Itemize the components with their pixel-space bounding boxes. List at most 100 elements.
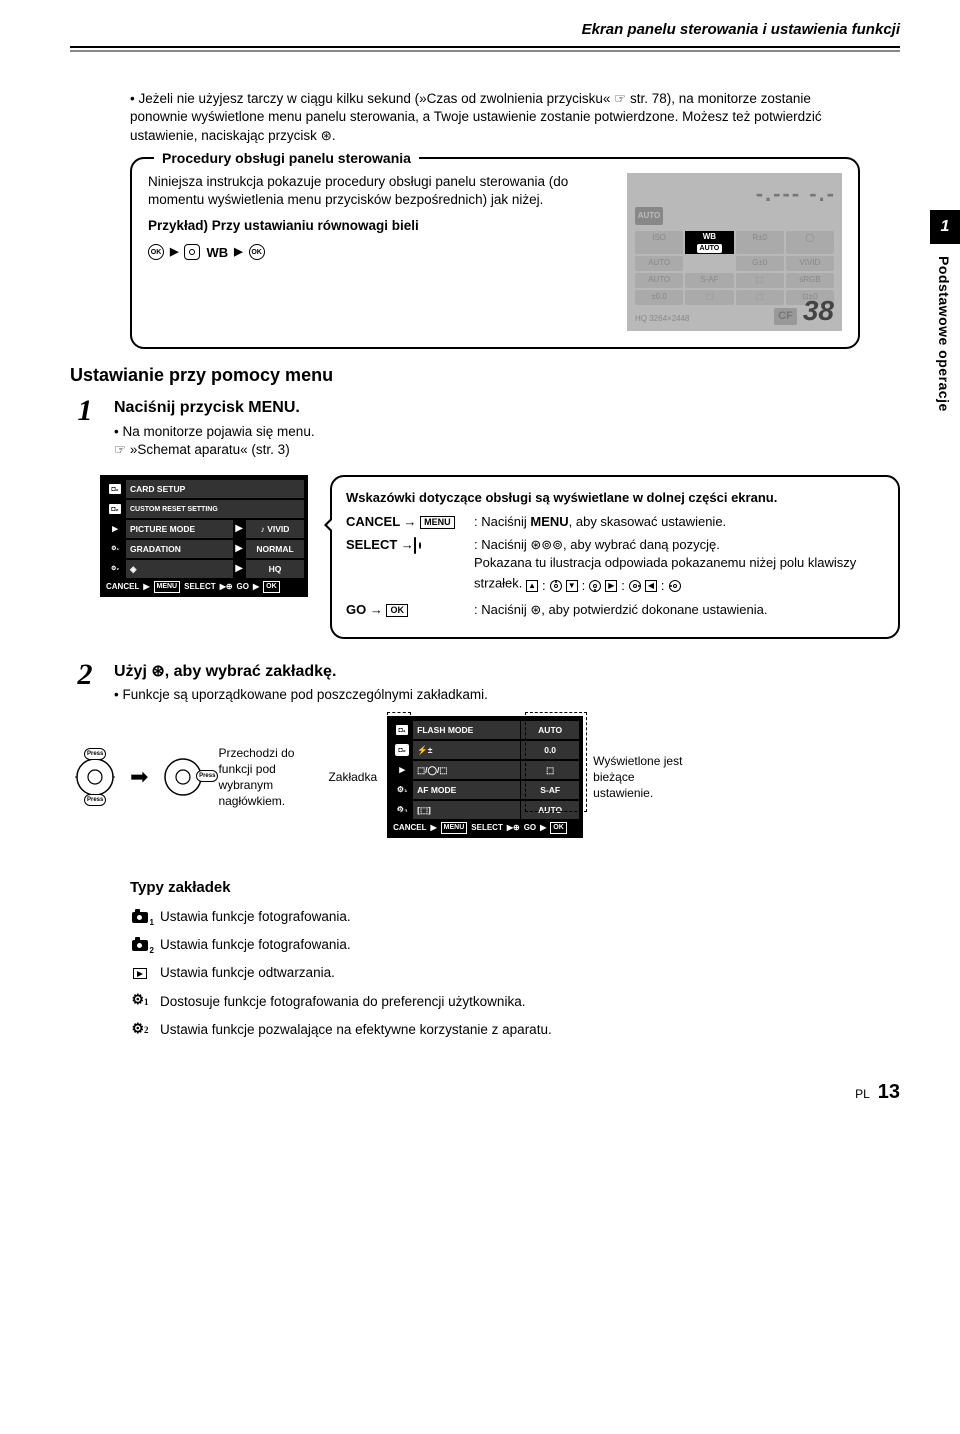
wheel-down-icon: [589, 580, 601, 592]
menu-illustration-block: ◘₁CARD SETUP ◘₂CUSTOM RESET SETTING ▸PIC…: [100, 475, 900, 638]
arrow-key-legend: ▲: ▼: ▶: ◀:: [526, 577, 681, 595]
step-heading: Naciśnij przycisk MENU.: [114, 397, 900, 419]
menu-item: ◈: [126, 560, 233, 578]
step-ref: ☞ »Schemat aparatu« (str. 3): [114, 441, 900, 459]
lcd-cell: AUTO: [635, 273, 683, 288]
menu-value: ♪ VIVID: [246, 520, 304, 538]
page-footer: PL 13: [70, 1079, 900, 1106]
lcd-srgb: sRGB: [786, 273, 834, 288]
lcd-wb-highlighted: WB AUTO: [685, 231, 733, 254]
tips-cancel-text: : Naciśnij MENU, aby skasować ustawienie…: [474, 513, 884, 531]
chapter-number: 1: [930, 210, 960, 244]
right-arrow-icon: ▶: [605, 580, 617, 592]
menu-item: FLASH MODE: [413, 721, 520, 739]
menu-item: PICTURE MODE: [126, 520, 233, 538]
step-bullet: Na monitorze pojawia się menu.: [114, 423, 900, 441]
menu-item: AF MODE: [413, 781, 520, 799]
procedures-p2: Przykład) Przy ustawianiu równowagi biel…: [148, 217, 615, 235]
down-arrow-icon: ▼: [566, 580, 578, 592]
caption-right: Wyświetlone jest bieżące ustawienie.: [593, 753, 693, 802]
step-1: 1 Naciśnij przycisk MENU. Na monitorze p…: [70, 397, 900, 459]
step2-illustration-row: Press Press ➡ Press Przechodzi do funkcj…: [70, 716, 900, 837]
caption-left: Przechodzi do funkcji pod wybranym nagłó…: [218, 745, 318, 810]
section-heading: Ustawianie przy pomocy menu: [70, 363, 900, 387]
tab-types-block: Typy zakładek 1Ustawia funkcje fotografo…: [130, 878, 900, 1039]
tips-intro: Wskazówki dotyczące obsługi są wyświetla…: [346, 489, 884, 507]
step-number: 1: [70, 397, 100, 424]
tips-select-text: : Naciśnij ⊛⊚⊚, aby wybrać daną pozycję.…: [474, 536, 884, 595]
menu-item: ⬚/◯/⬚: [413, 761, 520, 779]
tab-camera2-icon: ◘₂: [109, 504, 121, 514]
procedures-box: Procedury obsługi panelu sterowania Nini…: [130, 157, 860, 349]
side-tab: 1 Podstawowe operacje: [930, 210, 960, 423]
tab-desc: Ustawia funkcje fotografowania.: [160, 936, 351, 954]
ok-icon: OK: [249, 244, 265, 260]
camera2-icon: [132, 940, 148, 951]
lcd-g: G±0: [736, 256, 784, 271]
lcd-count: 38: [803, 297, 834, 325]
step-heading: Użyj ⊛, aby wybrać zakładkę.: [114, 661, 900, 683]
tab-types-heading: Typy zakładek: [130, 878, 900, 898]
wheel-up-icon: [550, 580, 562, 592]
lcd-cell: ⬚: [736, 273, 784, 288]
lcd-iso-val: AUTO: [635, 256, 683, 271]
ok-icon: OK: [148, 244, 164, 260]
arrow-icon: ➡: [130, 762, 148, 792]
up-arrow-icon: ▲: [526, 580, 538, 592]
wb-label: WB: [206, 244, 228, 262]
tips-go-text: : Naciśnij ⊛, aby potwierdzić dokonane u…: [474, 601, 884, 619]
chapter-title: Podstawowe operacje: [930, 244, 957, 424]
menu-item: [⬚]: [413, 801, 520, 819]
step-body: Naciśnij przycisk MENU. Na monitorze poj…: [114, 397, 900, 459]
dpad-press-illustration: Press: [158, 752, 208, 802]
wheel-left-icon: [669, 580, 681, 592]
menu-item: GRADATION: [126, 540, 233, 558]
custom1-icon: ⚙1: [130, 994, 150, 1009]
press-label: Press: [196, 770, 218, 782]
step-body: Użyj ⊛, aby wybrać zakładkę. Funkcje są …: [114, 661, 900, 705]
lcd-saf: S-AF: [685, 273, 733, 288]
triangle-icon: ▶: [170, 245, 178, 260]
menu-btn-icon: MENU: [420, 516, 455, 529]
tab-icon: ◘₁: [396, 725, 408, 735]
menu-value: HQ: [246, 560, 304, 578]
tab-playback-icon: ▸: [104, 519, 126, 539]
step-2: 2 Użyj ⊛, aby wybrać zakładkę. Funkcje s…: [70, 661, 900, 705]
camera1-icon: [132, 912, 148, 923]
procedures-p1: Niniejsza instrukcja pokazuje procedury …: [148, 173, 615, 209]
menu-lcd: ◘₁CARD SETUP ◘₂CUSTOM RESET SETTING ▸PIC…: [100, 475, 308, 596]
step-bullet: Funkcje są uporządkowane pod poszczególn…: [114, 686, 900, 704]
lcd-cell: ◯: [786, 231, 834, 254]
wheel-right-icon: [629, 580, 641, 592]
tab-desc: Dostosuje funkcje fotografowania do pref…: [160, 993, 525, 1011]
page-header-title: Ekran panelu sterowania i ustawienia fun…: [70, 20, 900, 40]
menu-item: ⚡±: [413, 741, 520, 759]
lcd-bottom-row: HQ 3264×2448 CF 38: [635, 297, 834, 325]
tab-custom1-icon: ⚙₁: [109, 544, 121, 554]
intro-block: • Jeżeli nie użyjesz tarczy w ciągu kilk…: [130, 90, 860, 145]
lcd-dashes: -.--- -.-: [633, 179, 836, 209]
press-label: Press: [84, 794, 106, 806]
tab-icon: ◘₂: [396, 745, 408, 755]
step-number: 2: [70, 661, 100, 688]
playback-icon: [133, 968, 147, 979]
lcd-auto-mode: AUTO: [635, 207, 663, 225]
procedures-text: Niniejsza instrukcja pokazuje procedury …: [148, 173, 615, 331]
zakladka-label: Zakładka: [328, 769, 377, 785]
tab-desc: Ustawia funkcje pozwalające na efektywne…: [160, 1021, 552, 1039]
press-label: Press: [84, 748, 106, 760]
tab-desc: Ustawia funkcje odtwarzania.: [160, 964, 335, 982]
tab-camera1-icon: ◘₁: [109, 484, 121, 494]
dpad-press-illustration: Press Press: [70, 752, 120, 802]
lcd-vivid: VIVID: [786, 256, 834, 271]
header-rule: [70, 46, 900, 52]
tab-custom2-icon: ⚙₂: [109, 564, 121, 574]
dpad-icon: [184, 244, 200, 260]
menu-lcd-2-wrap: ◘₁FLASH MODEAUTO ◘₂⚡±0.0 ▸⬚/◯/⬚⬚ ⚙₁AF MO…: [387, 716, 583, 837]
menu-item: CUSTOM RESET SETTING: [126, 500, 304, 518]
lcd-grid: ISO WB AUTO R±0 ◯ AUTO G±0 VIVID AUTO S-…: [635, 231, 834, 305]
lcd-iso: ISO: [635, 231, 683, 254]
intro-bullet: • Jeżeli nie użyjesz tarczy w ciągu kilk…: [130, 90, 860, 145]
dpad-icon: [414, 537, 416, 554]
left-arrow-icon: ◀: [645, 580, 657, 592]
